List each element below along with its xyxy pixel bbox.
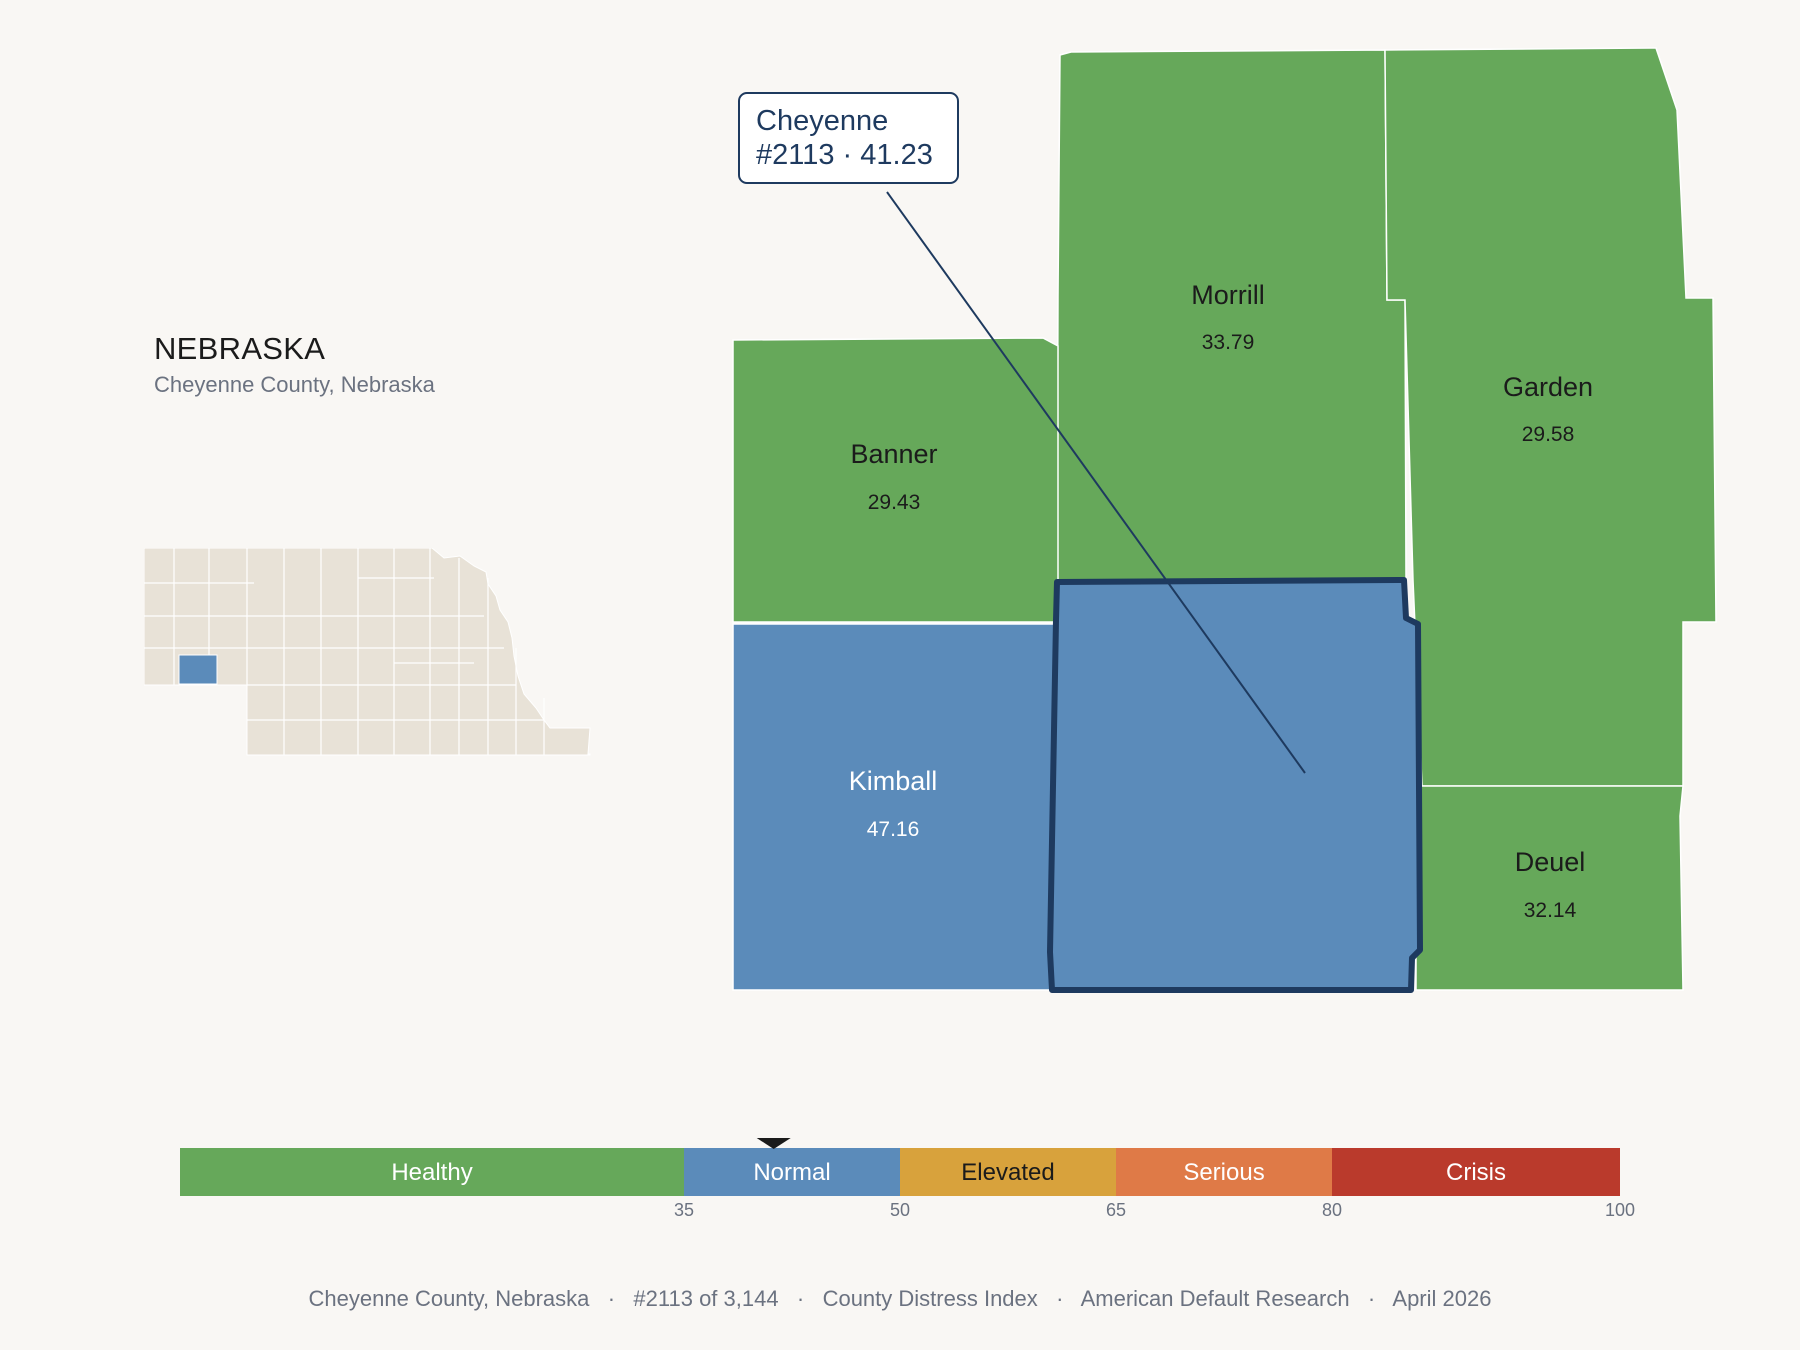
callout-box: Cheyenne #2113 · 41.23 [738, 92, 959, 184]
legend-tick-80: 80 [1322, 1200, 1342, 1220]
county-garden[interactable] [1384, 47, 1717, 787]
label-name-banner: Banner [850, 439, 937, 469]
footer-credit: Cheyenne County, Nebraska · #2113 of 3,1… [0, 1286, 1800, 1312]
legend-tick-100: 100 [1605, 1200, 1635, 1220]
callout-rank-value: #2113 · 41.23 [756, 139, 933, 171]
legend-segment-serious [1116, 1148, 1332, 1196]
legend-segment-crisis [1332, 1148, 1620, 1196]
footer-separator: · [1349, 1286, 1393, 1311]
label-name-kimball: Kimball [849, 766, 938, 796]
state-title: NEBRASKA [154, 331, 326, 366]
label-value-deuel: 32.14 [1524, 899, 1577, 922]
footer-county: Cheyenne County, Nebraska [308, 1286, 590, 1311]
legend-tick-50: 50 [890, 1200, 910, 1220]
county-subtitle: Cheyenne County, Nebraska [154, 372, 435, 397]
footer-date: April 2026 [1392, 1286, 1492, 1311]
legend-label-elevated: Elevated [961, 1159, 1054, 1186]
label-name-morrill: Morrill [1191, 280, 1265, 310]
legend-tick-35: 35 [674, 1200, 694, 1220]
label-value-kimball: 47.16 [867, 818, 920, 841]
footer-separator: · [778, 1286, 823, 1311]
footer-source: American Default Research [1080, 1286, 1350, 1311]
label-name-garden: Garden [1503, 372, 1593, 402]
legend-tick-65: 65 [1106, 1200, 1126, 1220]
legend-segment-healthy [180, 1148, 684, 1196]
label-name-deuel: Deuel [1515, 847, 1586, 877]
footer-index: County Distress Index [822, 1286, 1038, 1311]
legend-label-serious: Serious [1183, 1159, 1264, 1186]
inset-highlight-cheyenne [178, 654, 218, 685]
nebraska-locator-map [144, 548, 591, 756]
legend-segment-elevated [900, 1148, 1116, 1196]
current-value-marker [756, 1138, 791, 1149]
county-cheyenne[interactable] [1047, 577, 1423, 993]
footer-rank: #2113 of 3,144 [633, 1286, 779, 1311]
callout-county-name: Cheyenne [756, 105, 889, 137]
inset-county-grid [144, 548, 545, 755]
legend-label-crisis: Crisis [1446, 1159, 1506, 1186]
label-value-banner: 29.43 [868, 491, 921, 514]
county-labels: Morrill 33.79 Garden 29.58 Banner 29.43 … [849, 280, 1593, 922]
legend-segment-normal [684, 1148, 900, 1196]
legend-label-normal: Normal [753, 1159, 830, 1186]
label-value-garden: 29.58 [1522, 423, 1575, 446]
label-value-morrill: 33.79 [1202, 331, 1255, 354]
nebraska-shape [144, 548, 591, 756]
footer-separator: · [1037, 1286, 1081, 1311]
callout-leader-line [886, 191, 1306, 774]
footer-separator: · [589, 1286, 634, 1311]
legend-label-healthy: Healthy [391, 1159, 472, 1186]
